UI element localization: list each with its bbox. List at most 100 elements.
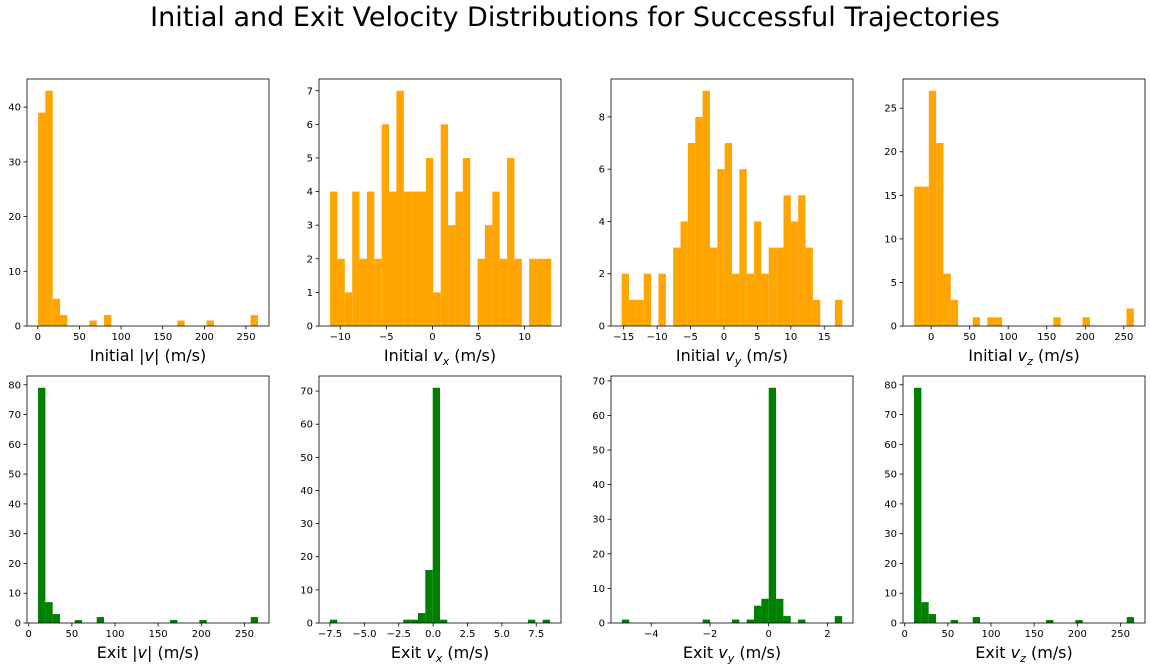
histogram-bar: [170, 620, 178, 623]
histogram-bar: [352, 191, 360, 326]
y-tick-label: 3: [307, 221, 313, 232]
histogram-bar: [52, 298, 61, 326]
x-tick-label: 150: [1025, 629, 1044, 640]
y-tick-label: 60: [300, 420, 313, 431]
histogram-bar: [477, 258, 485, 326]
y-tick-label: 7: [307, 86, 313, 97]
y-tick-label: 10: [884, 234, 897, 245]
histogram-bar: [448, 225, 456, 326]
x-tick-label: 250: [1114, 332, 1133, 343]
y-tick-label: 30: [884, 529, 897, 540]
histogram-bar: [754, 605, 762, 623]
axes-frame: [610, 375, 854, 624]
histogram-bar: [1075, 620, 1083, 623]
y-tick-label: 40: [8, 499, 21, 510]
y-tick-label: 30: [592, 515, 605, 526]
y-tick-label: 20: [8, 559, 21, 570]
histogram-bar: [921, 602, 929, 623]
x-tick-label: −5.0: [352, 629, 376, 640]
y-tick-label: 60: [592, 411, 605, 422]
histogram-bar: [199, 620, 207, 623]
histogram-bar: [834, 299, 843, 326]
y-tick-label: 50: [592, 446, 605, 457]
y-tick-label: 20: [8, 212, 21, 223]
x-tick-label: 150: [153, 332, 172, 343]
y-tick-label: 70: [300, 387, 313, 398]
x-tick-label: −15: [613, 332, 634, 343]
histogram-bar: [389, 191, 397, 326]
histogram-bar: [74, 620, 83, 623]
x-tick-label: 0.0: [425, 629, 441, 640]
histogram-bar: [687, 143, 696, 326]
x-tick-label: 0: [26, 629, 32, 640]
x-tick-label: −7.5: [318, 629, 342, 640]
y-tick-label: 6: [307, 120, 313, 131]
histogram-bar: [717, 169, 725, 326]
histogram-panel-1: 0 50 100 150 200 250 0 10 20 30 40 Initial |v| (m/s…: [8, 78, 270, 365]
x-tick-label: 50: [73, 332, 86, 343]
x-axis-label: Exit vy (m/s): [683, 643, 781, 665]
histogram-bar: [761, 598, 769, 623]
y-tick-label: 2: [599, 269, 605, 280]
histogram-bar: [768, 247, 777, 326]
y-tick-label: 30: [300, 519, 313, 530]
histogram-bar: [629, 299, 637, 326]
x-tick-label: 50: [963, 332, 976, 343]
histogram-bar: [396, 90, 404, 326]
x-tick-label: 0: [429, 332, 435, 343]
x-tick-label: 5: [475, 332, 481, 343]
histogram-bar: [1053, 317, 1061, 326]
histogram-bar: [972, 617, 981, 623]
y-tick-label: 40: [300, 486, 313, 497]
histogram-bar: [1126, 308, 1134, 326]
x-axis-label: Exit vz (m/s): [975, 643, 1073, 665]
histogram-bar: [950, 299, 959, 326]
histogram-bar: [38, 112, 46, 326]
histogram-bar: [45, 90, 53, 326]
histogram-bar: [732, 273, 740, 326]
histogram-bar: [206, 320, 214, 326]
x-tick-label: 150: [149, 629, 168, 640]
y-tick-label: 70: [884, 410, 897, 421]
x-tick-label: 0: [721, 332, 727, 343]
histogram-bar: [761, 273, 769, 326]
y-tick-label: 10: [8, 267, 21, 278]
histogram-bar: [768, 387, 777, 623]
histogram-bar: [492, 191, 500, 326]
x-tick-label: 5: [754, 332, 760, 343]
histogram-bar: [636, 299, 644, 326]
y-tick-label: 8: [599, 112, 605, 123]
histogram-panel-4: 0 50 100 150 200 250 0 5 10 15 20 25 Initial vz (m/s…: [884, 78, 1146, 368]
histogram-bar: [950, 620, 959, 623]
histogram-bar: [330, 619, 338, 623]
y-tick-label: 0: [307, 322, 313, 333]
histogram-panel-2: −10 −5 0 5 10 0 1 2 3 4 5 6 7 Initial vx (m/s): [307, 78, 562, 368]
y-tick-label: 20: [592, 549, 605, 560]
histogram-bar: [1082, 317, 1090, 326]
histogram-bar: [643, 273, 652, 326]
x-tick-label: 50: [941, 629, 954, 640]
histogram-panel-3: −15 −10 −5 0 5 10 15 0 2 4 6 8 Initial vy (m/s): [599, 78, 854, 368]
histogram-bar: [374, 258, 382, 326]
histogram-bar: [433, 292, 441, 326]
histogram-bar: [462, 157, 471, 326]
x-tick-label: −4: [644, 629, 659, 640]
x-tick-label: 100: [112, 332, 131, 343]
y-tick-label: 25: [884, 104, 897, 115]
x-axis-label: Initial vz (m/s): [968, 346, 1080, 368]
y-tick-label: 20: [884, 559, 897, 570]
x-tick-label: −2: [703, 629, 718, 640]
x-axis-label: Initial |v| (m/s): [90, 346, 207, 365]
histogram-bar: [746, 619, 755, 623]
y-tick-label: 2: [307, 254, 313, 265]
histogram-bar: [621, 273, 630, 326]
histogram-bar: [418, 613, 426, 623]
y-tick-label: 50: [300, 453, 313, 464]
histogram-bar: [89, 320, 97, 326]
histogram-bar: [542, 619, 550, 623]
y-tick-label: 0: [891, 322, 897, 333]
histogram-bar: [798, 195, 806, 326]
histogram-bar: [366, 191, 375, 326]
histogram-bar: [499, 258, 508, 326]
